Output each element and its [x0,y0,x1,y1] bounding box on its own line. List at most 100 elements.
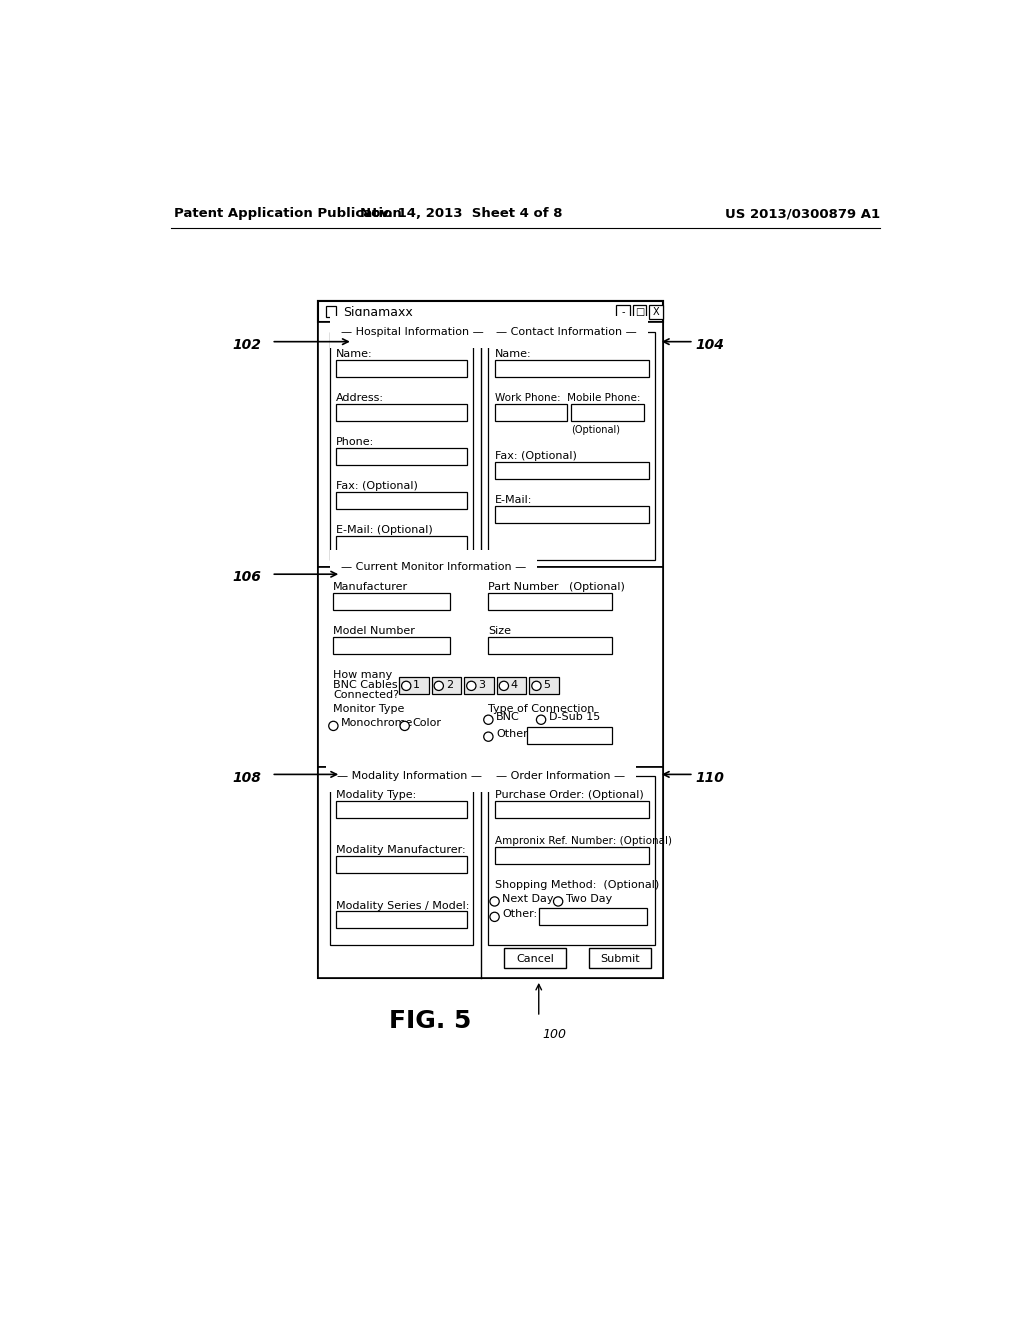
Bar [504,948,566,968]
Text: Purchase Order: (Optional): Purchase Order: (Optional) [495,789,643,800]
Text: Color: Color [413,718,441,729]
Text: Submit: Submit [600,954,640,964]
Text: Cancel: Cancel [516,954,554,964]
Bar [330,776,473,945]
Circle shape [483,733,493,742]
Text: Other: Other [496,729,528,739]
Text: Fax: (Optional): Fax: (Optional) [336,480,418,491]
Bar [336,911,467,928]
Text: Next Day: Next Day [503,894,554,904]
Text: Fax: (Optional): Fax: (Optional) [495,451,577,461]
Text: X: X [652,306,659,317]
Bar [539,908,647,924]
Text: -: - [622,306,625,317]
Text: Monitor Type: Monitor Type [334,705,404,714]
Text: Nov. 14, 2013  Sheet 4 of 8: Nov. 14, 2013 Sheet 4 of 8 [360,207,562,220]
Text: Part Number   (Optional): Part Number (Optional) [488,582,626,591]
Bar [317,301,663,322]
Circle shape [483,715,493,725]
Text: Two Day: Two Day [566,894,612,904]
Text: FIG. 5: FIG. 5 [389,1010,471,1034]
Bar [317,322,663,566]
Circle shape [329,721,338,730]
Bar [616,305,630,318]
Bar [334,636,450,653]
Bar [497,677,526,694]
Text: Modality Type:: Modality Type: [336,789,416,800]
Bar [488,776,655,945]
Text: Other:: Other: [503,909,538,919]
Bar [330,331,473,560]
Text: 5: 5 [544,681,551,690]
Bar [399,677,429,694]
Text: US 2013/0300879 A1: US 2013/0300879 A1 [725,207,880,220]
Bar [336,492,467,508]
Text: How many: How many [334,669,392,680]
Text: BNC: BNC [496,711,520,722]
Text: Manufacturer: Manufacturer [334,582,409,591]
Text: 100: 100 [543,1028,566,1041]
Text: Connected?: Connected? [334,689,399,700]
Bar [464,677,494,694]
Text: Phone:: Phone: [336,437,374,447]
Text: BNC Cables: BNC Cables [334,680,398,689]
Circle shape [531,681,541,690]
Text: 110: 110 [695,771,724,784]
Bar [336,800,467,817]
Text: 108: 108 [232,771,261,784]
Text: Model Number: Model Number [334,626,416,636]
Bar [589,948,651,968]
Text: E-Mail:: E-Mail: [495,495,531,504]
Text: Size: Size [488,626,511,636]
Bar [326,306,337,317]
Bar [317,301,663,978]
Text: Name:: Name: [495,350,531,359]
Text: 4: 4 [511,681,518,690]
Text: Patent Application Publication: Patent Application Publication [174,207,402,220]
Text: □: □ [635,306,644,317]
Bar [317,767,663,978]
Bar [488,331,655,560]
Bar [488,593,612,610]
Text: 2: 2 [445,681,453,690]
Circle shape [434,681,443,690]
Bar [336,447,467,465]
Text: — Order Information —: — Order Information — [496,771,626,781]
Text: Address:: Address: [336,393,384,403]
Text: — Current Monitor Information —: — Current Monitor Information — [341,561,526,572]
Bar [633,305,646,318]
Text: Modality Manufacturer:: Modality Manufacturer: [336,845,465,855]
Circle shape [401,681,411,690]
Circle shape [500,681,509,690]
Bar [495,847,649,863]
Circle shape [400,721,410,730]
Text: Signamaxx: Signamaxx [343,306,413,319]
Bar [336,404,467,421]
Bar [649,305,663,318]
Bar [495,506,649,523]
Text: 3: 3 [478,681,485,690]
Bar [488,636,612,653]
Text: 102: 102 [232,338,261,352]
Bar [336,360,467,378]
Text: Work Phone:  Mobile Phone:: Work Phone: Mobile Phone: [495,393,640,403]
Text: 104: 104 [695,338,724,352]
Text: — Modality Information —: — Modality Information — [337,771,482,781]
Text: (Optional): (Optional) [571,425,621,434]
Text: Modality Series / Model:: Modality Series / Model: [336,900,469,911]
Bar [527,727,612,744]
Bar [317,566,663,767]
Text: Type of Connection: Type of Connection [488,705,595,714]
Circle shape [467,681,476,690]
Text: — Contact Information —: — Contact Information — [496,326,637,337]
Bar [334,593,450,610]
Text: 1: 1 [414,681,420,690]
Text: 106: 106 [232,570,261,585]
Bar [432,677,461,694]
Bar [529,677,559,694]
Bar [495,360,649,378]
Bar [495,462,649,479]
Bar [495,800,649,817]
Text: Shopping Method:  (Optional): Shopping Method: (Optional) [495,880,658,890]
Text: E-Mail: (Optional): E-Mail: (Optional) [336,525,432,535]
